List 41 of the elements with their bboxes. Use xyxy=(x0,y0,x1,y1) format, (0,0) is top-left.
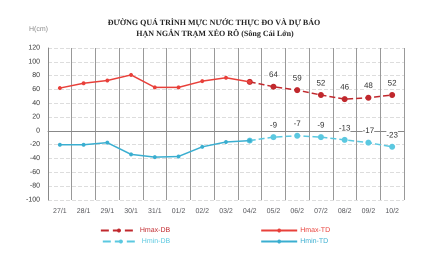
data-label: -13 xyxy=(338,123,351,132)
point xyxy=(176,85,181,90)
data-label: 52 xyxy=(316,78,326,88)
data-label: 48 xyxy=(364,81,374,90)
point xyxy=(294,132,300,139)
data-label: 52 xyxy=(388,78,398,88)
point xyxy=(365,94,372,101)
point xyxy=(365,140,372,146)
point xyxy=(389,92,396,98)
point xyxy=(129,152,134,156)
point xyxy=(342,136,348,143)
point xyxy=(342,96,348,102)
point xyxy=(270,84,276,90)
data-label: 46 xyxy=(340,82,350,92)
data-label: -9 xyxy=(317,120,326,130)
data-label: 64 xyxy=(269,70,278,80)
point xyxy=(200,144,204,149)
point xyxy=(200,79,204,84)
point xyxy=(82,81,86,86)
point xyxy=(389,144,396,150)
point xyxy=(224,140,228,144)
data-label: -9 xyxy=(270,120,278,130)
data-label: -7 xyxy=(294,119,302,128)
point xyxy=(176,154,181,158)
point xyxy=(318,92,324,98)
data-label: -17 xyxy=(362,126,375,136)
point xyxy=(58,86,62,90)
point xyxy=(58,142,62,147)
point xyxy=(105,140,110,145)
point xyxy=(270,134,276,140)
point xyxy=(129,72,134,77)
point xyxy=(152,85,157,90)
point xyxy=(294,87,300,94)
point xyxy=(224,76,228,80)
data-label: -23 xyxy=(386,130,398,140)
point xyxy=(318,134,324,140)
data-label: 59 xyxy=(292,74,302,83)
point xyxy=(105,78,110,82)
chart-title: ĐƯỜNG QUÁ TRÌNH MỰC NƯỚC THỰC ĐO VÀ DỰ BÁO HẠN NGẮN TRẠM XẺO RÔ (Sông Cái Lớn) xyxy=(108,18,322,38)
point xyxy=(82,142,86,147)
point xyxy=(152,155,157,160)
